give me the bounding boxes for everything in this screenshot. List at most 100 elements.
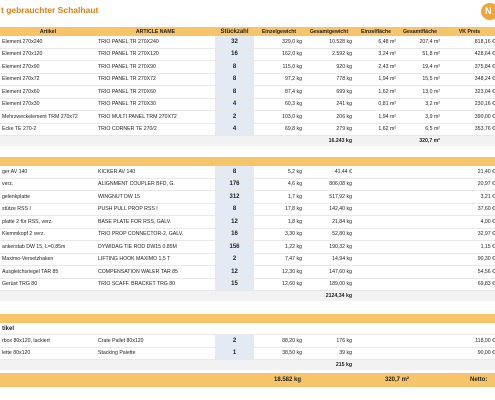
unit-area-cell: 2,43 m²: [354, 60, 398, 74]
section-total-area: 320,7 m²: [398, 135, 442, 146]
grand-total-label: Netto:: [470, 377, 488, 383]
total-weight-cell: 52,80 kg: [304, 228, 354, 241]
article-name-cell: KICKER AV 140: [96, 166, 215, 179]
price-cell: 54,56 €: [442, 265, 495, 279]
pallets-table: tikel rbox 80x120, lackiert Crate Pallet …: [0, 314, 495, 370]
unit-weight-cell: 115,0 kg: [254, 60, 304, 74]
article-name-cell: TRIO PROP CONNECTOR-2, GALV.: [96, 228, 215, 241]
quantity-cell: 12: [215, 215, 254, 229]
table-row: stütze RSS I PUSH PULL PROP RSS I 8 17,8 kg…: [0, 203, 495, 216]
section-header-bar: [0, 314, 495, 323]
unit-area-cell: 1,94 m²: [354, 110, 398, 124]
unit-area-cell: [354, 178, 398, 191]
total-weight-cell: 189,00 kg: [304, 278, 354, 291]
total-weight-cell: 142,40 kg: [304, 203, 354, 216]
price-cell: 1,15 €: [442, 240, 495, 254]
table-row: Element 270x90 TRIO PANEL TR 270X90 8 115,0…: [0, 60, 495, 74]
table-row: Gerüst TRG 80 TRIO SCAFF. BRACKET TRG 80 1…: [0, 278, 495, 291]
unit-weight-cell: 69,8 kg: [254, 123, 304, 136]
table-row: Ecke TE 270-2 TRIO CORNER TE 270/2 4 69,8 k…: [0, 123, 495, 136]
article-name-cell: PUSH PULL PROP RSS I: [96, 203, 215, 216]
section-total-row: 2124,34 kg: [0, 290, 495, 301]
article-name-cell: BASE PLATE FOR RSS, GALV.: [96, 215, 215, 229]
article-name-cell: TRIO PANEL TR 270X90: [96, 60, 215, 74]
quantity-cell: 8: [215, 85, 254, 99]
total-area-cell: [398, 265, 442, 279]
price-cell: 348,24 €: [442, 73, 495, 86]
total-weight-cell: 41,44 €: [304, 166, 354, 179]
article-name-cell: TRIO CORNER TE 270/2: [96, 123, 215, 136]
article-cell: Mehrzweckelement TRM 270x72: [0, 110, 96, 124]
unit-area-cell: 3,24 m²: [354, 48, 398, 61]
table-row: ankerstab DW 15, L=0,85m DYWIDAG TIE ROD …: [0, 240, 495, 254]
unit-area-cell: [354, 278, 398, 291]
column-header-article-name: ARTICLE NAME: [96, 27, 215, 36]
quantity-cell: 8: [215, 203, 254, 216]
article-cell: Element 270x72: [0, 73, 96, 86]
article-name-cell: TRIO PANEL TR 270X120: [96, 48, 215, 61]
column-header-unit-area: Einzelfläche: [354, 27, 398, 36]
quantity-cell: 8: [215, 166, 254, 179]
quantity-cell: 16: [215, 228, 254, 241]
section-total-weight: 16.243 kg: [304, 135, 354, 146]
table-row: Mehrzweckelement TRM 270x72 TRIO MULTI PA…: [0, 110, 495, 124]
price-cell: 20,97 €: [442, 178, 495, 191]
unit-area-cell: [354, 253, 398, 266]
table-row: ger AV 140 KICKER AV 140 8 5,2 kg 41,44 € 21,…: [0, 166, 495, 179]
quantity-cell: 12: [215, 265, 254, 279]
total-weight-cell: 920 kg: [304, 60, 354, 74]
unit-weight-cell: 12,30 kg: [254, 265, 304, 279]
unit-area-cell: [354, 347, 398, 360]
unit-area-cell: 6,48 m²: [354, 36, 398, 49]
unit-weight-cell: 4,6 kg: [254, 178, 304, 191]
article-cell: gelenkplatte: [0, 190, 96, 204]
column-header-unit-weight: Einzelgewicht: [254, 27, 304, 36]
total-area-cell: [398, 228, 442, 241]
article-cell: Element 270x60: [0, 85, 96, 99]
article-name-cell: TRIO PANEL TR 270X240: [96, 36, 215, 49]
total-weight-cell: 279 kg: [304, 123, 354, 136]
article-name-cell: LIFTING HOOK MAXIMO 1,5 T: [96, 253, 215, 266]
unit-area-cell: [354, 240, 398, 254]
article-cell: Element 270x90: [0, 60, 96, 74]
column-header-total-weight: Gesamtgewicht: [304, 27, 354, 36]
unit-weight-cell: 103,0 kg: [254, 110, 304, 124]
price-cell: 21,40 €: [442, 166, 495, 179]
quantity-cell: 156: [215, 240, 254, 254]
unit-weight-cell: 97,2 kg: [254, 73, 304, 86]
price-cell: 428,64 €: [442, 48, 495, 61]
total-area-cell: [398, 215, 442, 229]
total-area-cell: [398, 166, 442, 179]
quantity-cell: 8: [215, 60, 254, 74]
table-row: Element 270x120 TRIO PANEL TR 270X120 16 16…: [0, 48, 495, 61]
page-title: t gebrauchter Schalhaut: [1, 5, 99, 15]
article-cell: lette 80x120: [0, 347, 96, 360]
section-label-row: tikel: [0, 323, 495, 335]
price-cell: 118,00 €: [442, 334, 495, 348]
total-area-cell: [398, 253, 442, 266]
total-weight-cell: 241 kg: [304, 98, 354, 111]
unit-weight-cell: 329,0 kg: [254, 36, 304, 49]
unit-area-cell: 0,81 m²: [354, 98, 398, 111]
total-weight-cell: 176 kg: [304, 334, 354, 348]
total-weight-cell: 806,08 kg: [304, 178, 354, 191]
article-name-cell: WINGNUT DW 15: [96, 190, 215, 204]
quantity-cell: 4: [215, 123, 254, 136]
total-weight-cell: 699 kg: [304, 85, 354, 99]
article-cell: Element 270x240: [0, 36, 96, 49]
article-cell: ankerstab DW 15, L=0,85m: [0, 240, 96, 254]
unit-weight-cell: 3,30 kg: [254, 228, 304, 241]
quantity-cell: 4: [215, 98, 254, 111]
unit-area-cell: 1,62 m²: [354, 85, 398, 99]
total-weight-cell: 206 kg: [304, 110, 354, 124]
grand-total-area: 320,7 m²: [385, 377, 410, 383]
column-header-quantity: Stückzahl: [215, 27, 254, 36]
unit-area-cell: [354, 166, 398, 179]
unit-weight-cell: 1,8 kg: [254, 215, 304, 229]
table-row: platte 2 für RSS, verz. BASE PLATE FOR RS…: [0, 215, 495, 229]
total-area-cell: [398, 190, 442, 204]
table-row: Klemmkopf 2 verz. TRIO PROP CONNECTOR-2, …: [0, 228, 495, 241]
price-cell: 818,16 €: [442, 36, 495, 49]
total-weight-cell: 39 kg: [304, 347, 354, 360]
article-name-cell: COMPENSATION WALER TAR 85: [96, 265, 215, 279]
